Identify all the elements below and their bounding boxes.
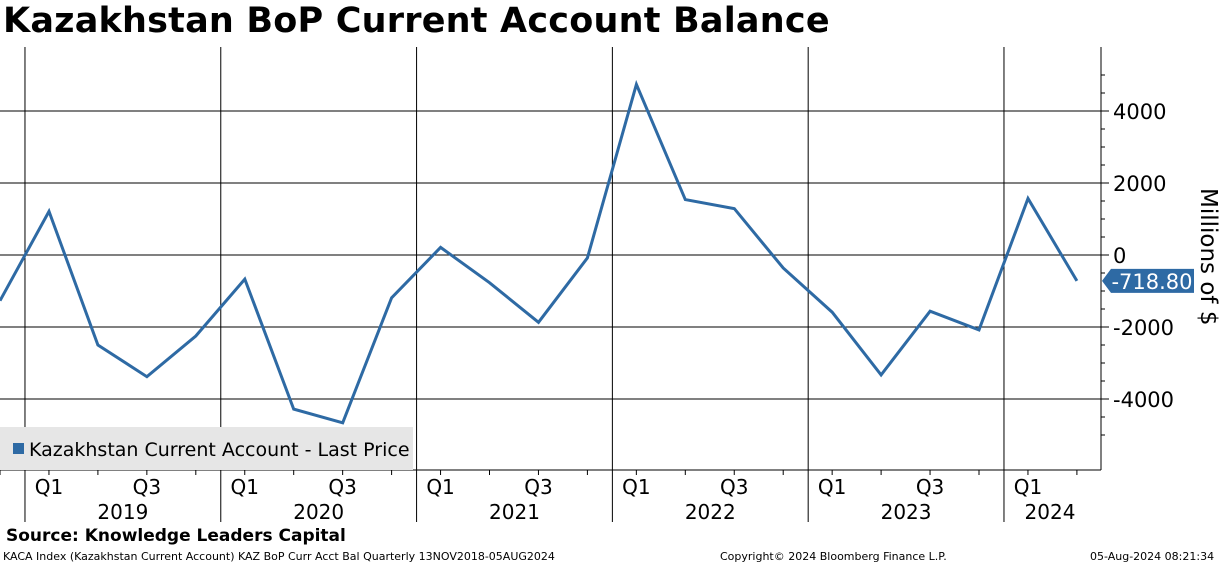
x-tick-label: Q3 <box>328 475 356 499</box>
y-axis: -4000 -2000 0 2000 4000 Millions of $ <box>1100 47 1221 470</box>
source-note: Source: Knowledge Leaders Capital <box>6 526 346 546</box>
legend-swatch <box>13 443 24 454</box>
last-value-badge <box>1102 268 1194 293</box>
last-value-label: -718.80 <box>1111 270 1192 294</box>
x-tick-label: Q1 <box>622 475 650 499</box>
index-info: KACA Index (Kazakhstan Current Account) … <box>3 550 555 563</box>
x-tick-label: Q1 <box>426 475 454 499</box>
last-value-tag: -718.80 <box>1102 268 1194 294</box>
x-tick-label: Q1 <box>818 475 846 499</box>
series-line-current-account <box>0 79 1079 425</box>
year-label: 2021 <box>489 500 540 524</box>
legend-label: Kazakhstan Current Account - Last Price <box>29 439 410 461</box>
legend: Kazakhstan Current Account - Last Price <box>0 427 413 470</box>
legend-box <box>0 427 413 470</box>
year-label: 2019 <box>97 500 148 524</box>
year-label: 2023 <box>881 500 932 524</box>
x-tick-label: Q1 <box>231 475 259 499</box>
x-tick-label: Q3 <box>133 475 161 499</box>
x-axis: Q1 Q3 Q1 Q3 Q1 Q3 Q1 Q3 Q1 Q3 Q1 2019 2020 2021 2022 20… <box>0 469 1101 524</box>
y-tick-label: -4000 <box>1113 388 1174 412</box>
series-layer: -718.80 <box>0 79 1194 425</box>
y-tick-label: 4000 <box>1113 100 1166 124</box>
y-tick-label: 2000 <box>1113 172 1166 196</box>
y-axis-title: Millions of $ <box>1195 188 1221 325</box>
x-tick-label: Q3 <box>916 475 944 499</box>
x-tick-label: Q1 <box>1014 475 1042 499</box>
year-label: 2022 <box>685 500 736 524</box>
y-tick-label: 0 <box>1113 244 1126 268</box>
chart-title: Kazakhstan BoP Current Account Balance <box>3 1 830 41</box>
year-label: 2020 <box>293 500 344 524</box>
year-label: 2024 <box>1025 500 1076 524</box>
x-tick-label: Q1 <box>35 475 63 499</box>
grid-lines <box>0 47 1101 470</box>
x-tick-label: Q3 <box>720 475 748 499</box>
y-tick-label: -2000 <box>1113 316 1174 340</box>
timestamp: 05-Aug-2024 08:21:34 <box>1090 550 1215 563</box>
x-tick-label: Q3 <box>524 475 552 499</box>
copyright-note: Copyright© 2024 Bloomberg Finance L.P. <box>720 550 947 563</box>
